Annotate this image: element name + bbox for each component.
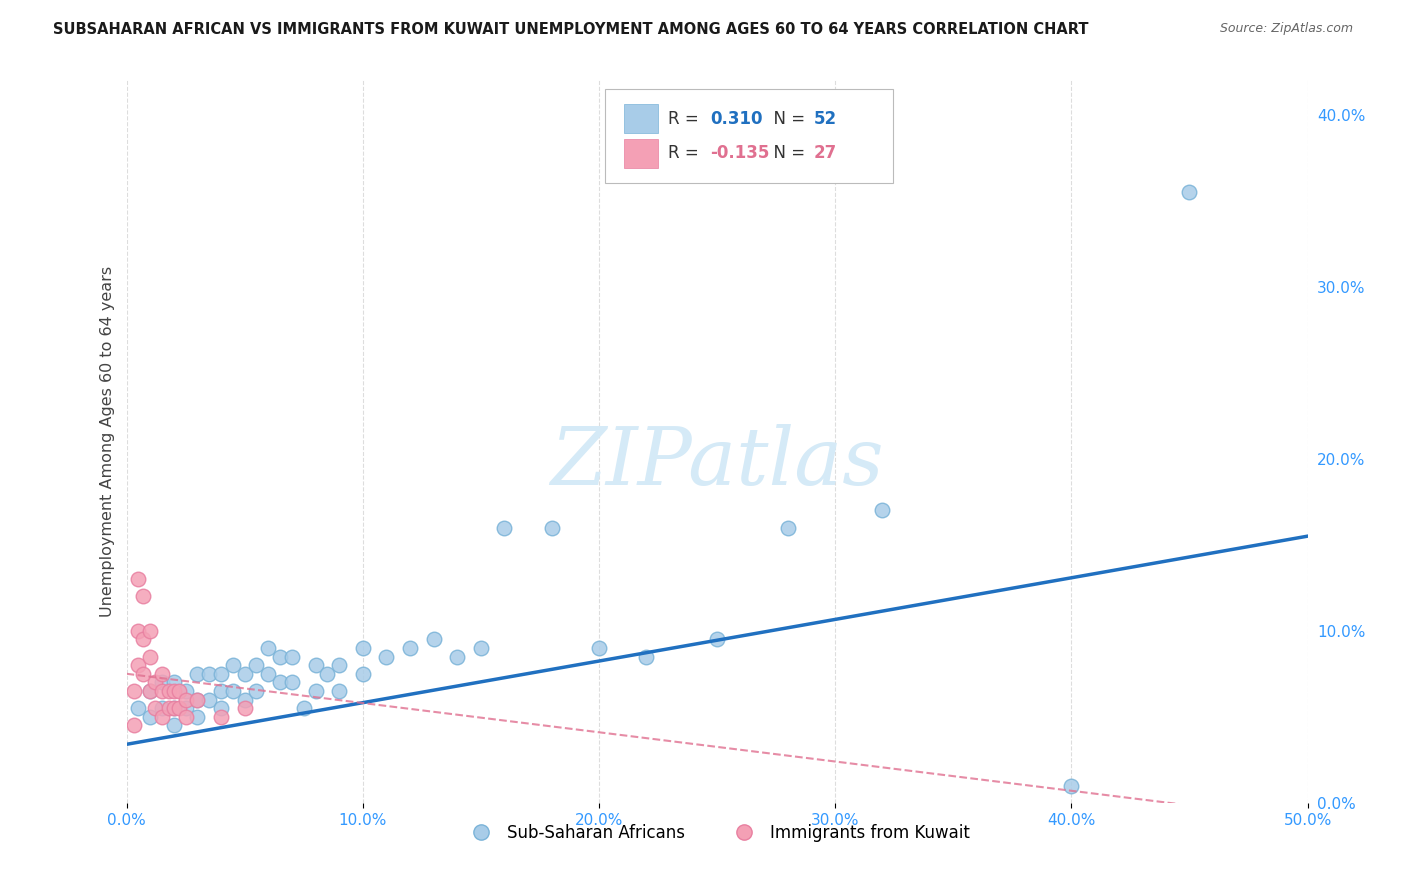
Point [257,666,280,681]
Point [1060,779,1083,793]
Point [292,701,315,715]
Point [352,640,374,655]
Point [167,684,190,698]
Point [139,624,162,638]
Point [328,658,350,673]
Point [776,520,799,534]
Point [494,520,516,534]
Point [150,710,173,724]
Point [588,640,610,655]
Point [872,503,894,517]
Point [352,666,374,681]
Point [139,684,162,698]
Point [636,649,658,664]
Point [304,684,326,698]
Point [143,701,166,715]
Point [328,684,350,698]
Point [540,520,562,534]
Point [209,666,232,681]
Legend: Sub-Saharan Africans, Immigrants from Kuwait: Sub-Saharan Africans, Immigrants from Ku… [457,817,977,848]
Point [257,640,280,655]
Point [281,675,304,690]
Text: -0.135: -0.135 [710,145,769,162]
Point [245,684,267,698]
Point [233,692,256,706]
Point [269,649,291,664]
Text: N =: N = [763,110,811,128]
Point [163,701,186,715]
Point [706,632,728,647]
Point [157,701,180,715]
Point [174,692,197,706]
Point [163,718,186,732]
Point [198,692,221,706]
Point [150,701,173,715]
Point [174,710,197,724]
Point [1178,185,1201,199]
Point [127,658,149,673]
Point [186,692,208,706]
Point [174,701,197,715]
Point [157,684,180,698]
Point [174,684,197,698]
Point [139,710,162,724]
Point [470,640,492,655]
Point [167,701,190,715]
Text: 52: 52 [814,110,837,128]
Point [446,649,468,664]
Point [132,632,155,647]
Point [127,572,149,586]
Point [163,684,186,698]
Point [150,666,173,681]
Point [422,632,444,647]
Point [143,675,166,690]
Point [281,649,304,664]
Point [209,684,232,698]
Point [139,684,162,698]
Point [245,658,267,673]
Point [222,658,245,673]
Text: R =: R = [668,110,704,128]
Point [122,684,145,698]
Point [316,666,339,681]
Text: 27: 27 [814,145,838,162]
Point [198,666,221,681]
Point [233,666,256,681]
Point [209,701,232,715]
Point [222,684,245,698]
Point [304,658,326,673]
Point [186,692,208,706]
Point [127,701,149,715]
Point [399,640,422,655]
Point [132,590,155,604]
Point [163,701,186,715]
Point [163,675,186,690]
Text: SUBSAHARAN AFRICAN VS IMMIGRANTS FROM KUWAIT UNEMPLOYMENT AMONG AGES 60 TO 64 YE: SUBSAHARAN AFRICAN VS IMMIGRANTS FROM KU… [53,22,1088,37]
Point [127,624,149,638]
Point [122,718,145,732]
Text: 0.310: 0.310 [710,110,762,128]
Point [139,649,162,664]
Point [186,666,208,681]
Point [375,649,398,664]
Point [132,666,155,681]
Text: Source: ZipAtlas.com: Source: ZipAtlas.com [1219,22,1353,36]
Point [150,675,173,690]
Point [269,675,291,690]
Text: R =: R = [668,145,704,162]
Point [209,710,232,724]
Point [186,710,208,724]
Point [233,701,256,715]
Y-axis label: Unemployment Among Ages 60 to 64 years: Unemployment Among Ages 60 to 64 years [100,266,115,617]
Text: ZIPatlas: ZIPatlas [550,425,884,502]
Point [150,684,173,698]
Text: N =: N = [763,145,811,162]
